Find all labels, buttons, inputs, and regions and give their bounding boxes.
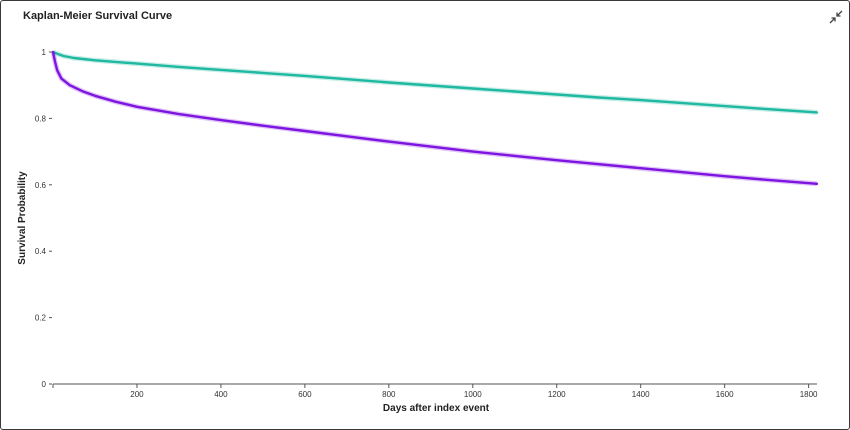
x-axis-title: Days after index event bbox=[383, 403, 490, 414]
x-tick-label: 1000 bbox=[464, 390, 482, 399]
y-tick-label: 0 bbox=[42, 380, 47, 389]
x-tick-label: 600 bbox=[298, 390, 312, 399]
y-tick-label: 0.2 bbox=[35, 314, 47, 323]
chart-title: Kaplan-Meier Survival Curve bbox=[23, 10, 173, 22]
x-tick-label: 1200 bbox=[548, 390, 566, 399]
x-axis: 200 400 600 800 1000 1200 1400 1600 1800 bbox=[52, 383, 818, 399]
x-tick-label: 400 bbox=[214, 390, 228, 399]
y-tick-label: 0.6 bbox=[35, 181, 47, 190]
y-axis-title: Survival Probability bbox=[17, 171, 28, 265]
x-tick-label: 1400 bbox=[632, 390, 650, 399]
x-tick-label: 200 bbox=[130, 390, 144, 399]
series-1-line[interactable] bbox=[51, 50, 819, 114]
y-tick-label: 0.8 bbox=[35, 114, 47, 123]
y-tick-label: 1 bbox=[42, 48, 47, 57]
series-2-line[interactable] bbox=[51, 50, 819, 185]
collapse-button[interactable] bbox=[827, 8, 845, 26]
y-tick-label: 0.4 bbox=[35, 247, 47, 256]
series-layer bbox=[50, 49, 819, 187]
y-axis: 0 0.2 0.4 0.6 0.8 1 bbox=[35, 48, 52, 389]
x-tick-label: 1800 bbox=[800, 390, 818, 399]
series-2-band bbox=[50, 51, 818, 187]
x-tick-label: 800 bbox=[382, 390, 396, 399]
x-tick-label: 1600 bbox=[716, 390, 734, 399]
collapse-arrows-icon bbox=[829, 10, 843, 24]
